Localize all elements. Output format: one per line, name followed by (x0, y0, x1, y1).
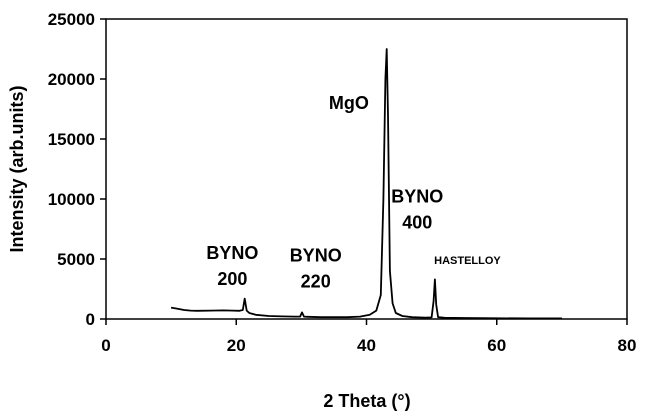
peak-label-byno400: BYNO 400 (391, 187, 443, 233)
peak-label-line: MgO (329, 93, 369, 113)
peak-label-byno220: BYNO 220 (290, 245, 342, 291)
y-tick-label: 10000 (48, 190, 95, 209)
peak-label-line: BYNO (206, 243, 258, 263)
x-tick-label: 60 (487, 336, 506, 355)
y-tick-label: 20000 (48, 70, 95, 89)
ticks: 0 20 40 60 80 0 5000 10000 15000 20000 25000 (48, 10, 637, 355)
series-layer (170, 48, 562, 320)
peak-label-line: 200 (217, 269, 247, 289)
y-tick-label: 25000 (48, 10, 95, 29)
x-tick-label: 20 (227, 336, 246, 355)
x-tick-label: 80 (618, 336, 637, 355)
annotations: MgO BYNO 400 BYNO 200 BYNO 220 HASTELLOY (206, 93, 501, 291)
plot-frame (105, 18, 628, 320)
peak-label-hastelloy: HASTELLOY (434, 255, 501, 267)
y-axis-title: Intensity (arb.units) (7, 85, 27, 252)
peak-label-line: 400 (402, 213, 432, 233)
x-axis-title: 2 Theta (°) (323, 391, 410, 411)
x-tick-label: 0 (101, 336, 110, 355)
y-tick-label: 15000 (48, 130, 95, 149)
y-tick-label: 0 (86, 310, 95, 329)
axes (105, 18, 628, 320)
peak-label-line: HASTELLOY (434, 255, 501, 267)
y-tick-label: 5000 (57, 250, 95, 269)
peak-label-mgo: MgO (329, 93, 369, 113)
peak-label-line: BYNO (391, 187, 443, 207)
peak-label-byno200: BYNO 200 (206, 243, 258, 289)
peak-label-line: 220 (301, 271, 331, 291)
x-tick-label: 40 (357, 336, 376, 355)
diffraction-pattern-line (170, 48, 562, 320)
peak-label-line: BYNO (290, 245, 342, 265)
